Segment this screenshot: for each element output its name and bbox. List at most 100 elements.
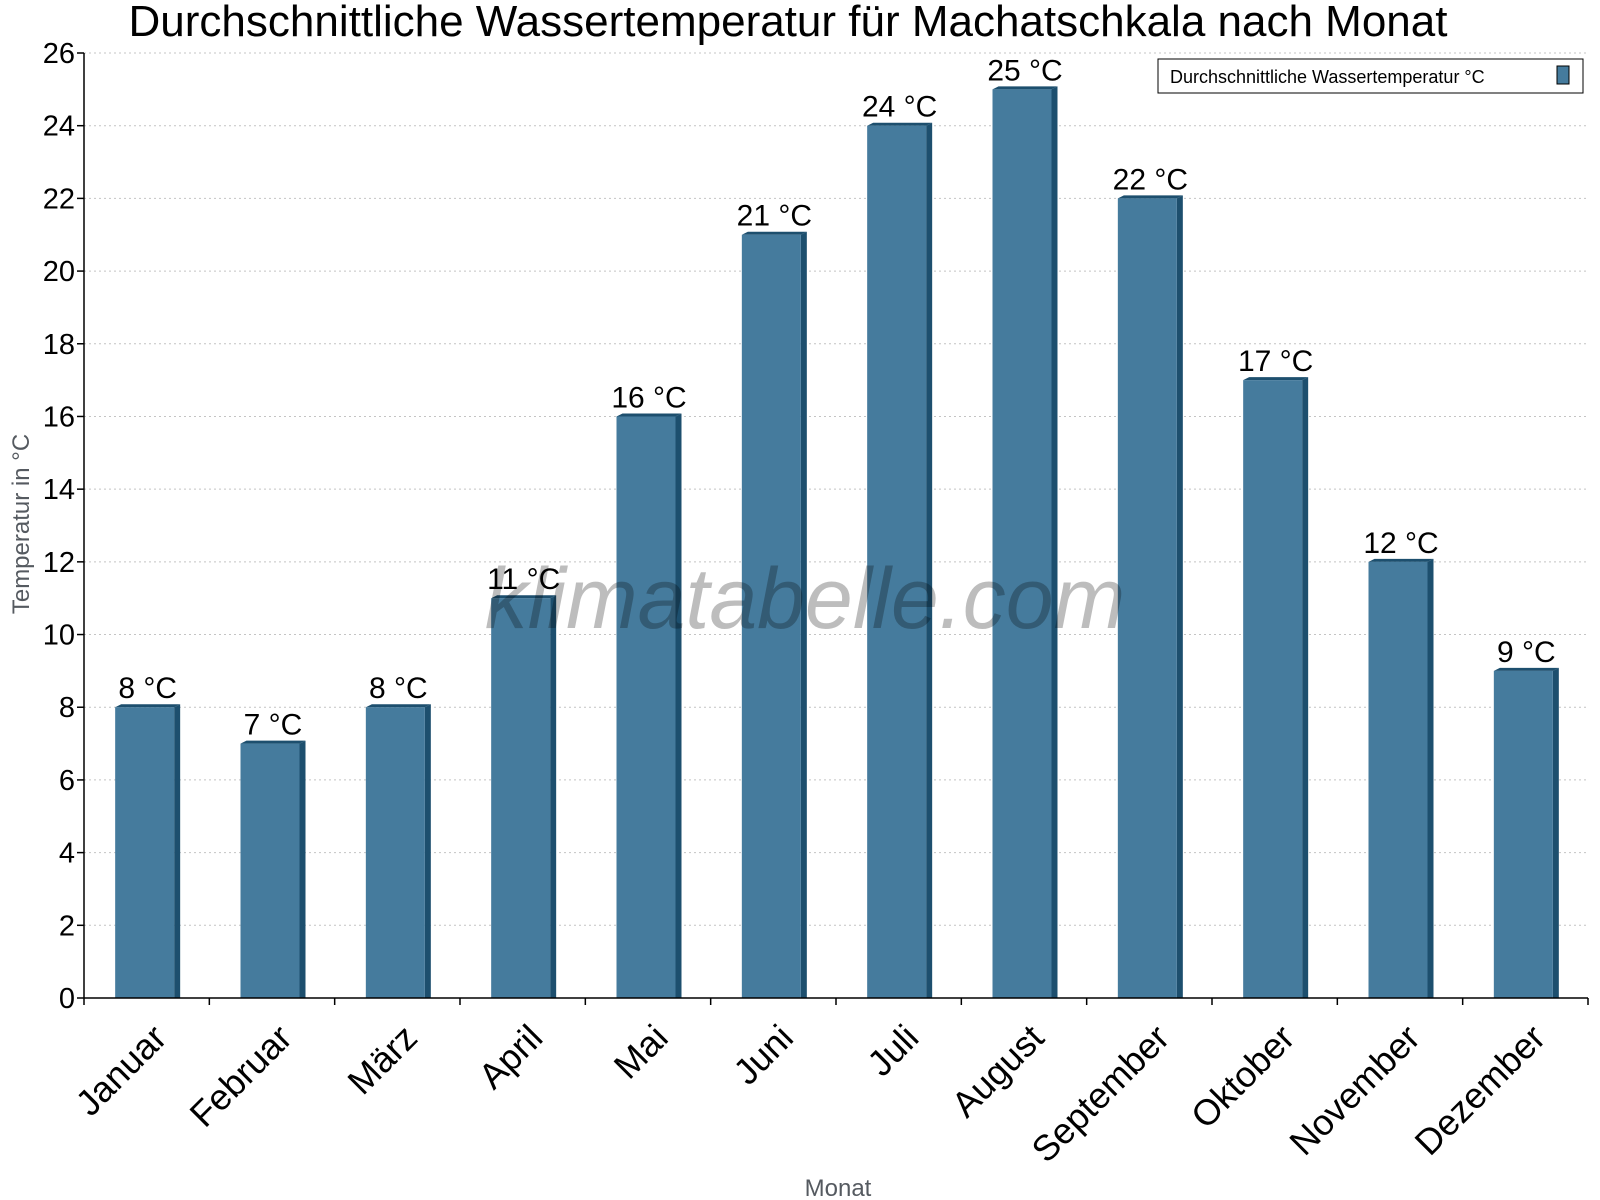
bar-top — [741, 231, 807, 235]
bar-side — [926, 122, 933, 998]
bar-top — [1243, 377, 1309, 381]
bar-side — [424, 704, 431, 998]
legend-swatch — [1556, 65, 1570, 85]
x-tick-label: Mai — [606, 1017, 676, 1087]
value-label: 11 °C — [487, 563, 560, 596]
x-tick-label: März — [339, 1017, 425, 1103]
bar — [1117, 195, 1183, 998]
y-tick-label: 12 — [43, 547, 75, 579]
bar-face — [616, 416, 676, 998]
y-tick-label: 24 — [43, 111, 75, 143]
legend-box — [1157, 58, 1584, 94]
x-axis-title: Monat — [805, 1175, 872, 1200]
bar — [992, 86, 1058, 999]
bar-face — [1493, 670, 1553, 998]
x-axis-ticks: Januar Februar März April Mai Juni Juli AugustS… — [67, 998, 1589, 1171]
bar-top — [992, 86, 1058, 90]
value-label: 17 °C — [1238, 345, 1313, 378]
y-gridlines — [84, 52, 1588, 926]
y-tick-label: 10 — [43, 620, 75, 652]
bar-top — [365, 704, 431, 708]
y-tick-label: 4 — [59, 838, 75, 870]
value-label: 7 °C — [244, 709, 303, 742]
legend-label: Durchschnittliche Wassertemperatur °C — [1170, 67, 1485, 87]
bar-face — [867, 125, 927, 998]
bar-top — [491, 595, 557, 599]
y-tick-label: 14 — [43, 474, 75, 506]
x-tick-label: Februar — [182, 1017, 300, 1135]
value-label: 21 °C — [737, 200, 812, 233]
bar-face — [1117, 198, 1177, 998]
x-tick-label: Oktober — [1183, 1017, 1303, 1137]
bar-face — [365, 707, 425, 998]
bar-face — [491, 598, 551, 998]
watermark: klimatabelle.com — [485, 551, 1125, 647]
bar-top — [115, 704, 181, 708]
x-tick-label: November — [1281, 1017, 1427, 1163]
value-label: 24 °C — [862, 91, 937, 124]
x-tick-label: Juli — [859, 1017, 926, 1084]
bar — [616, 413, 682, 998]
value-label: 9 °C — [1497, 636, 1556, 669]
y-tick-label: 6 — [59, 765, 75, 797]
bar — [365, 704, 431, 998]
bar-face — [115, 707, 175, 998]
x-tick-label: August — [943, 1017, 1051, 1125]
y-tick-label: 20 — [43, 256, 75, 288]
x-tick-label: April — [470, 1017, 550, 1097]
value-label: 16 °C — [611, 381, 686, 414]
bar-side — [1176, 195, 1183, 998]
y-tick-label: 18 — [43, 329, 75, 361]
bar — [1493, 667, 1559, 998]
bar-top — [867, 122, 933, 126]
bar — [491, 595, 557, 998]
x-tick-label: September — [1023, 1017, 1177, 1171]
bar — [1368, 558, 1434, 998]
y-tick-label: 26 — [43, 38, 75, 70]
y-tick-label: 2 — [59, 910, 75, 942]
bar-top — [1117, 195, 1183, 199]
x-tick-label: Januar — [67, 1017, 174, 1124]
bar-top — [1368, 558, 1434, 562]
bar-series — [115, 86, 1559, 999]
value-label: 8 °C — [369, 672, 428, 705]
bar-face — [992, 89, 1052, 999]
bar-side — [675, 413, 682, 998]
bar-face — [240, 743, 300, 998]
bar — [1243, 377, 1309, 999]
y-tick-label: 0 — [59, 983, 75, 1015]
y-tick-label: 8 — [59, 692, 75, 724]
bar-side — [174, 704, 181, 998]
bar-side — [1302, 377, 1309, 999]
bar-top — [616, 413, 682, 417]
bar-face — [741, 234, 801, 998]
x-tick-label: Dezember — [1407, 1017, 1553, 1163]
chart-title: Durchschnittliche Wassertemperatur für M… — [129, 0, 1448, 46]
bar — [867, 122, 933, 998]
y-axis-title: Temperatur in °C — [8, 434, 35, 614]
bar-face — [1243, 380, 1303, 999]
bar-side — [1427, 558, 1434, 998]
bar — [240, 740, 306, 998]
value-label: 12 °C — [1363, 527, 1438, 560]
value-labels: 8 °C 7 °C 8 °C 11 °C 16 °C 21 °C 24 °C 25 °C 22 … — [118, 54, 1555, 741]
legend: Durchschnittliche Wassertemperatur °C — [1157, 58, 1584, 94]
y-tick-label: 22 — [43, 183, 75, 215]
bar-top — [240, 740, 306, 744]
y-tick-label: 16 — [43, 401, 75, 433]
value-label: 25 °C — [987, 54, 1062, 87]
value-label: 8 °C — [118, 672, 177, 705]
bar-side — [1051, 86, 1058, 999]
bar-top — [1493, 667, 1559, 671]
value-label: 22 °C — [1113, 163, 1188, 196]
bar-side — [299, 740, 306, 998]
bar — [741, 231, 807, 998]
x-tick-label: Juni — [725, 1017, 801, 1093]
bar-side — [550, 595, 557, 998]
bar-face — [1368, 561, 1428, 998]
bar — [115, 704, 181, 998]
bar-side — [800, 231, 807, 998]
bar-side — [1552, 667, 1559, 998]
